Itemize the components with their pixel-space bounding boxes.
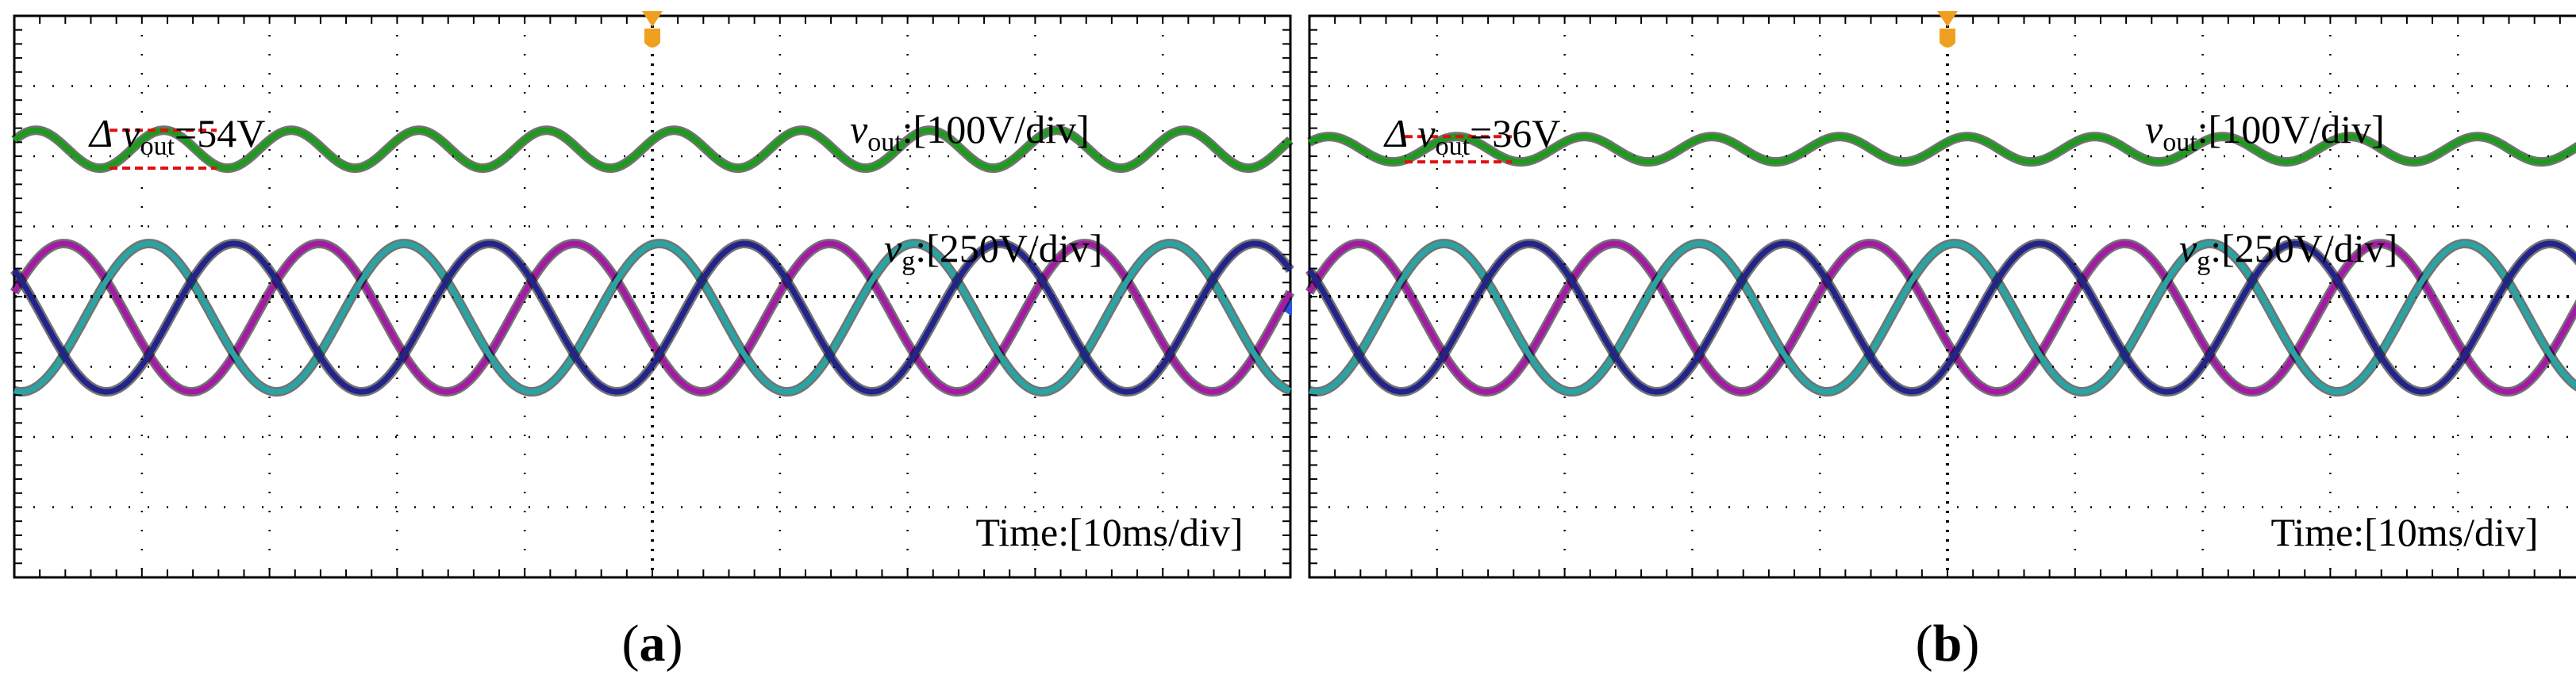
trigger-marker-icon: [642, 11, 663, 27]
series-v_ga: [1306, 240, 2576, 395]
caption-letter: b: [1933, 615, 1963, 673]
time-scale-label: Time:[10ms/div]: [2270, 510, 2538, 554]
vout-var: v: [850, 107, 868, 151]
vout-scale-label: vout:[100V/div]: [850, 107, 1090, 157]
vout-scale-label: vout:[100V/div]: [2145, 107, 2385, 157]
vout-scale: :[100V/div]: [902, 107, 1090, 151]
series-v_ga: [11, 240, 1294, 395]
series-v_gb: [13, 240, 1292, 395]
caption-letter: a: [640, 615, 666, 673]
vout-var: v: [2145, 107, 2163, 151]
series-v_gc: [12, 240, 1293, 395]
caption-close: ): [1962, 615, 1979, 673]
delta-sub: out: [140, 132, 175, 161]
trigger-position-icon: [644, 29, 660, 48]
vg-var: v: [884, 226, 902, 270]
delta-var: v: [122, 111, 140, 155]
vg-scale-label: vg:[250V/div]: [884, 226, 1102, 276]
delta-symbol: Δ: [1383, 111, 1408, 155]
caption-close: ): [666, 615, 683, 673]
delta-var: v: [1417, 111, 1436, 155]
trigger-marker-icon: [1937, 11, 1958, 27]
panel-caption: (a): [622, 615, 683, 673]
vg-scale: :[250V/div]: [915, 226, 1102, 270]
delta-sub: out: [1436, 132, 1471, 161]
frame-ticks: [1309, 15, 2561, 578]
caption-open: (: [1916, 615, 1933, 673]
delta-value: =54V: [175, 111, 265, 155]
series-v_out: [12, 127, 1293, 171]
time-scale-label: Time:[10ms/div]: [975, 510, 1243, 554]
vout-sub: out: [2163, 128, 2197, 157]
vg-scale: :[250V/div]: [2210, 226, 2397, 270]
delta-symbol: Δ: [88, 111, 113, 155]
vout-scale: :[100V/div]: [2197, 107, 2385, 151]
delta-value: =36V: [1470, 111, 1560, 155]
series-v_gc: [1307, 240, 2576, 395]
series-v_gb: [1308, 240, 2576, 395]
caption-open: (: [622, 615, 640, 673]
vg-var: v: [2179, 226, 2197, 270]
panel-caption: (b): [1916, 615, 1980, 673]
vout-sub: out: [867, 128, 902, 157]
vg-sub: g: [2197, 247, 2210, 276]
series-v_out: [1308, 133, 2576, 165]
trigger-position-icon: [1940, 29, 1955, 48]
vg-sub: g: [902, 247, 915, 276]
vg-scale-label: vg:[250V/div]: [2179, 226, 2397, 276]
